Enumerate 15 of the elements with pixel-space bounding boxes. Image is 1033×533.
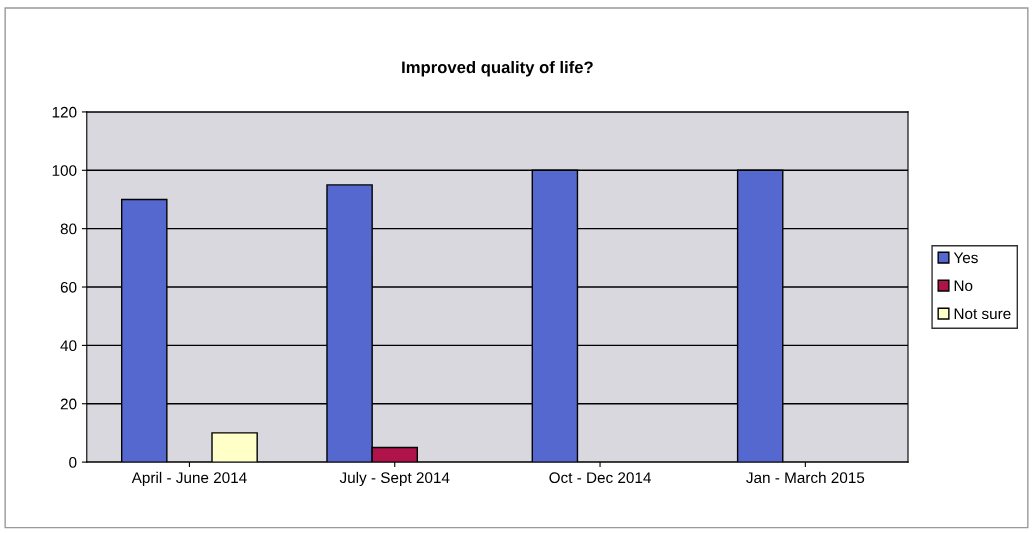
y-tick-label: 0 (69, 456, 77, 468)
chart-title: Improved quality of life? (402, 60, 593, 77)
legend-label: Yes (953, 252, 978, 264)
y-tick-label: 120 (52, 106, 77, 118)
x-tick-label: July - Sept 2014 (339, 471, 450, 487)
x-tick-label: Jan - March 2015 (746, 471, 865, 484)
y-tick-label: 100 (52, 165, 77, 176)
legend-label: No (954, 280, 973, 292)
y-tick-label: 80 (60, 223, 77, 235)
y-tick-label: 60 (60, 281, 77, 293)
x-tick-label: Oct - Dec 2014 (549, 472, 651, 484)
y-tick-label: 20 (60, 398, 77, 410)
x-tick-label: April - June 2014 (131, 471, 247, 487)
legend-label: Not sure (954, 308, 1011, 320)
y-tick-label: 40 (60, 340, 77, 352)
